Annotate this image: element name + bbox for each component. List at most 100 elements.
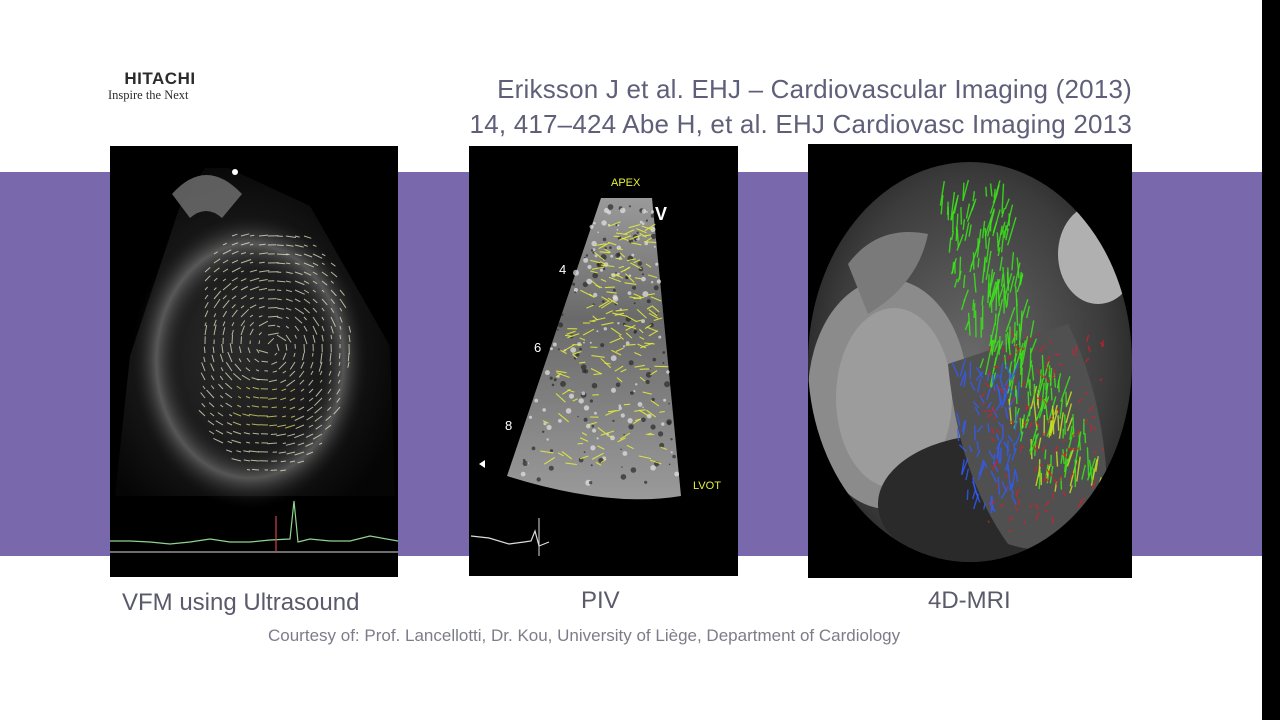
vfm-vector — [269, 424, 278, 427]
mri-streamline — [989, 357, 997, 387]
vfm-vector — [258, 287, 268, 291]
mri-streamline — [1039, 345, 1045, 352]
mri-streamline — [1045, 382, 1049, 395]
mri-streamline — [1029, 320, 1035, 338]
mri-streamline — [972, 191, 976, 202]
piv-speckle-dot — [632, 285, 637, 290]
vfm-vector — [207, 420, 215, 426]
mri-streamline — [1021, 384, 1024, 386]
vfm-vector — [231, 329, 234, 336]
piv-speckle-dot — [619, 207, 626, 214]
vfm-vector — [285, 307, 292, 311]
piv-vector — [639, 336, 645, 340]
mri-streamline — [1090, 423, 1093, 432]
piv-vector — [638, 409, 650, 417]
vfm-vector — [314, 406, 323, 414]
piv-speckle-dot — [583, 417, 588, 422]
mri-streamline — [1067, 450, 1073, 463]
vfm-vector — [321, 307, 325, 312]
mri-streamline — [1018, 315, 1023, 346]
piv-speckle-dot — [579, 347, 582, 351]
apex-label: APEX — [611, 177, 641, 189]
mri-streamline — [988, 323, 996, 347]
piv-vector — [625, 324, 636, 331]
piv-speckle-dot — [531, 446, 536, 451]
mri-streamline — [986, 402, 992, 409]
vfm-vector — [221, 343, 224, 354]
mri-streamline — [1059, 399, 1064, 419]
vfm-vector — [293, 352, 296, 358]
piv-vector — [653, 317, 663, 322]
vfm-vector — [213, 319, 217, 327]
piv-speckle-dot — [544, 370, 550, 376]
mri-streamline — [990, 427, 995, 434]
piv-vector-field — [540, 221, 669, 466]
mri-streamline — [987, 520, 990, 524]
mri-streamline — [1001, 387, 1009, 406]
mri-streamline — [951, 261, 955, 274]
mri-streamline — [957, 270, 962, 283]
piv-speckle-dot — [617, 224, 620, 227]
mri-streamline — [1072, 352, 1078, 356]
mri-streamline — [980, 393, 985, 398]
mri-streamline — [976, 378, 982, 393]
vfm-vector — [325, 415, 332, 421]
vfm-vector — [258, 332, 262, 336]
vfm-vector — [300, 397, 305, 401]
mri-streamline — [1005, 364, 1012, 379]
mri-streamline — [1101, 340, 1104, 347]
mri-streamline — [1019, 350, 1024, 360]
piv-speckle-dot — [603, 267, 606, 271]
piv-speckle-dot — [583, 257, 589, 263]
piv-vector — [645, 237, 653, 243]
piv-vector — [601, 322, 614, 326]
vfm-vector — [225, 402, 233, 408]
mri-streamline — [1008, 530, 1012, 532]
piv-speckle-dot — [607, 204, 614, 210]
piv-speckle-dot — [602, 300, 605, 303]
mri-streamline — [1035, 348, 1038, 351]
vfm-vector — [330, 298, 335, 305]
vfm-vector — [290, 388, 296, 393]
piv-vector — [634, 409, 646, 412]
piv-vector — [601, 300, 614, 309]
vfm-vector — [284, 424, 296, 429]
vfm-vector — [321, 289, 325, 293]
vfm-vector — [276, 433, 287, 437]
vfm-vector — [282, 442, 287, 444]
piv-vector — [637, 343, 647, 349]
vfm-vector — [339, 298, 347, 309]
mri-streamline — [1028, 504, 1033, 508]
mri-streamline — [1027, 391, 1030, 407]
piv-vector — [594, 243, 607, 247]
vfm-vector — [303, 307, 310, 314]
piv-vector — [646, 409, 657, 418]
vfm-vector — [294, 253, 302, 257]
mri-streamline — [1006, 216, 1017, 246]
vfm-vector — [229, 343, 233, 354]
vfm-vector — [258, 340, 261, 345]
mri-streamline — [1040, 375, 1047, 379]
mri-streamline — [962, 419, 967, 436]
vfm-vector — [306, 415, 314, 421]
mri-streamline — [1007, 353, 1013, 360]
vfm-vector — [272, 388, 278, 391]
vfm-vector — [231, 458, 242, 462]
vfm-vector — [212, 346, 215, 354]
vfm-vector — [306, 406, 314, 412]
mri-streamline — [987, 274, 990, 304]
vfm-vector — [270, 433, 278, 435]
piv-speckle-dot — [620, 448, 622, 451]
piv-speckle-dot — [561, 313, 564, 316]
vfm-vector — [225, 392, 233, 399]
vfm-vector — [329, 361, 332, 366]
piv-speckle-dot — [557, 322, 564, 328]
piv-speckle-dot — [549, 449, 554, 453]
vfm-vector — [210, 385, 215, 390]
piv-vector — [572, 398, 578, 402]
mri-streamline — [1015, 346, 1022, 354]
piv-speckle-dot — [610, 254, 614, 258]
piv-speckle-dot — [633, 302, 636, 305]
piv-speckle-dot — [557, 328, 559, 331]
piv-speckle-dot — [612, 419, 615, 422]
